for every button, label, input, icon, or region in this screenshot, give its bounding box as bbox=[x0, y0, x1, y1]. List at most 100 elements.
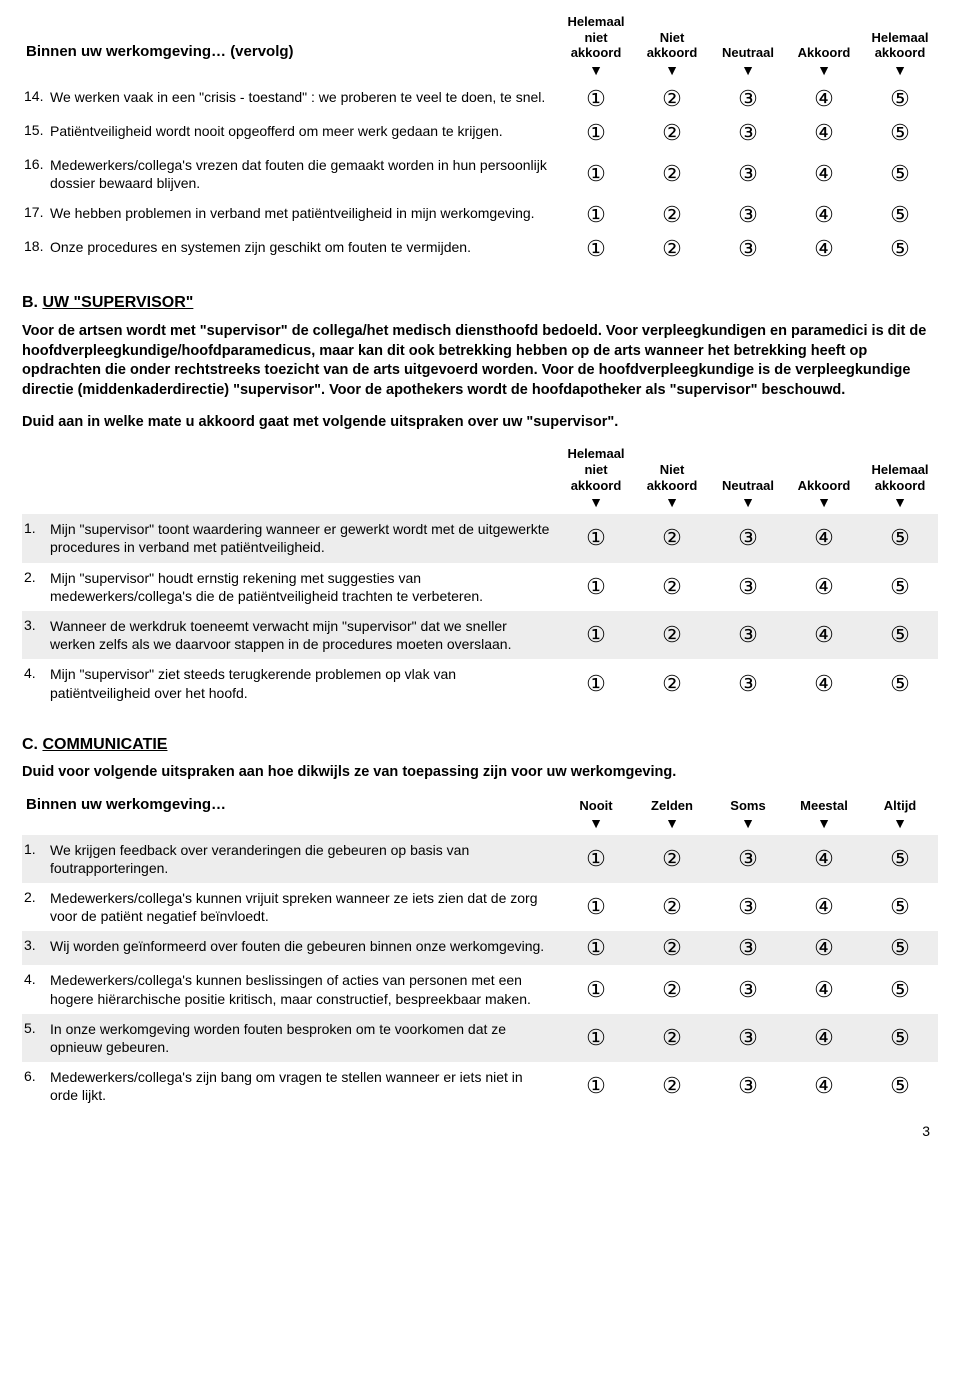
likert-option-2[interactable]: ② bbox=[634, 835, 710, 883]
likert-option-1[interactable]: ① bbox=[558, 931, 634, 965]
item-statement: We hebben problemen in verband met patië… bbox=[50, 198, 558, 232]
likert-option-1[interactable]: ① bbox=[558, 563, 634, 611]
likert-option-2[interactable]: ② bbox=[634, 198, 710, 232]
arrow-icon: ▼ bbox=[862, 61, 938, 82]
likert-option-1[interactable]: ① bbox=[558, 965, 634, 1013]
likert-option-1[interactable]: ① bbox=[558, 883, 634, 931]
likert-option-5[interactable]: ⑤ bbox=[862, 883, 938, 931]
item-number: 16. bbox=[22, 150, 50, 198]
likert-option-1[interactable]: ① bbox=[558, 1014, 634, 1062]
table-row: 1.Mijn "supervisor" toont waardering wan… bbox=[22, 514, 938, 562]
likert-option-3[interactable]: ③ bbox=[710, 883, 786, 931]
item-statement: Medewerkers/collega's vrezen dat fouten … bbox=[50, 150, 558, 198]
likert-option-4[interactable]: ④ bbox=[786, 198, 862, 232]
likert-option-4[interactable]: ④ bbox=[786, 232, 862, 266]
likert-option-4[interactable]: ④ bbox=[786, 150, 862, 198]
likert-option-5[interactable]: ⑤ bbox=[862, 198, 938, 232]
item-number: 1. bbox=[22, 835, 50, 883]
likert-option-2[interactable]: ② bbox=[634, 931, 710, 965]
likert-option-2[interactable]: ② bbox=[634, 659, 710, 707]
likert-option-5[interactable]: ⑤ bbox=[862, 835, 938, 883]
table-row: 3.Wanneer de werkdruk toeneemt verwacht … bbox=[22, 611, 938, 659]
likert-option-2[interactable]: ② bbox=[634, 82, 710, 116]
likert-option-5[interactable]: ⑤ bbox=[862, 659, 938, 707]
likert-option-3[interactable]: ③ bbox=[710, 659, 786, 707]
likert-option-1[interactable]: ① bbox=[558, 198, 634, 232]
likert-option-1[interactable]: ① bbox=[558, 232, 634, 266]
likert-option-2[interactable]: ② bbox=[634, 232, 710, 266]
likert-option-3[interactable]: ③ bbox=[710, 116, 786, 150]
likert-option-4[interactable]: ④ bbox=[786, 1014, 862, 1062]
likert-option-1[interactable]: ① bbox=[558, 1062, 634, 1110]
likert-option-4[interactable]: ④ bbox=[786, 883, 862, 931]
likert-option-5[interactable]: ⑤ bbox=[862, 514, 938, 562]
likert-option-1[interactable]: ① bbox=[558, 82, 634, 116]
likert-option-5[interactable]: ⑤ bbox=[862, 1014, 938, 1062]
likert-option-4[interactable]: ④ bbox=[786, 514, 862, 562]
likert-option-1[interactable]: ① bbox=[558, 150, 634, 198]
likert-option-2[interactable]: ② bbox=[634, 514, 710, 562]
item-number: 3. bbox=[22, 931, 50, 965]
likert-option-3[interactable]: ③ bbox=[710, 965, 786, 1013]
item-statement: We krijgen feedback over veranderingen d… bbox=[50, 835, 558, 883]
item-number: 5. bbox=[22, 1014, 50, 1062]
likert-option-5[interactable]: ⑤ bbox=[862, 1062, 938, 1110]
likert-option-4[interactable]: ④ bbox=[786, 611, 862, 659]
likert-option-3[interactable]: ③ bbox=[710, 198, 786, 232]
likert-option-1[interactable]: ① bbox=[558, 835, 634, 883]
likert-option-5[interactable]: ⑤ bbox=[862, 611, 938, 659]
likert-option-2[interactable]: ② bbox=[634, 1014, 710, 1062]
likert-option-5[interactable]: ⑤ bbox=[862, 931, 938, 965]
col-header: Neutraal bbox=[710, 444, 786, 493]
likert-option-3[interactable]: ③ bbox=[710, 1062, 786, 1110]
section-c-table: Binnen uw werkomgeving… Nooit Zelden Som… bbox=[22, 794, 938, 1111]
likert-option-5[interactable]: ⑤ bbox=[862, 232, 938, 266]
likert-option-3[interactable]: ③ bbox=[710, 150, 786, 198]
table-row: 4.Medewerkers/collega's kunnen beslissin… bbox=[22, 965, 938, 1013]
likert-option-3[interactable]: ③ bbox=[710, 1014, 786, 1062]
likert-option-4[interactable]: ④ bbox=[786, 82, 862, 116]
likert-option-2[interactable]: ② bbox=[634, 965, 710, 1013]
likert-option-4[interactable]: ④ bbox=[786, 835, 862, 883]
arrow-icon: ▼ bbox=[558, 493, 634, 514]
likert-option-5[interactable]: ⑤ bbox=[862, 150, 938, 198]
likert-option-4[interactable]: ④ bbox=[786, 563, 862, 611]
likert-option-2[interactable]: ② bbox=[634, 563, 710, 611]
likert-option-2[interactable]: ② bbox=[634, 883, 710, 931]
item-statement: Onze procedures en systemen zijn geschik… bbox=[50, 232, 558, 266]
likert-option-1[interactable]: ① bbox=[558, 116, 634, 150]
likert-option-4[interactable]: ④ bbox=[786, 1062, 862, 1110]
likert-option-3[interactable]: ③ bbox=[710, 835, 786, 883]
likert-option-1[interactable]: ① bbox=[558, 514, 634, 562]
likert-option-2[interactable]: ② bbox=[634, 150, 710, 198]
table-row: 15.Patiëntveiligheid wordt nooit opgeoff… bbox=[22, 116, 938, 150]
likert-option-4[interactable]: ④ bbox=[786, 116, 862, 150]
likert-option-3[interactable]: ③ bbox=[710, 82, 786, 116]
item-statement: Wanneer de werkdruk toeneemt verwacht mi… bbox=[50, 611, 558, 659]
likert-option-5[interactable]: ⑤ bbox=[862, 965, 938, 1013]
likert-option-1[interactable]: ① bbox=[558, 659, 634, 707]
likert-option-2[interactable]: ② bbox=[634, 611, 710, 659]
section-b-explanation: Voor de artsen wordt met "supervisor" de… bbox=[22, 322, 938, 400]
col-header: Niet akkoord bbox=[634, 12, 710, 61]
likert-option-3[interactable]: ③ bbox=[710, 232, 786, 266]
arrow-icon: ▼ bbox=[786, 493, 862, 514]
likert-option-3[interactable]: ③ bbox=[710, 514, 786, 562]
likert-option-5[interactable]: ⑤ bbox=[862, 563, 938, 611]
item-number: 18. bbox=[22, 232, 50, 266]
likert-option-2[interactable]: ② bbox=[634, 1062, 710, 1110]
likert-option-1[interactable]: ① bbox=[558, 611, 634, 659]
item-number: 15. bbox=[22, 116, 50, 150]
likert-option-5[interactable]: ⑤ bbox=[862, 82, 938, 116]
likert-option-4[interactable]: ④ bbox=[786, 931, 862, 965]
likert-option-3[interactable]: ③ bbox=[710, 611, 786, 659]
table-row: 17.We hebben problemen in verband met pa… bbox=[22, 198, 938, 232]
likert-option-4[interactable]: ④ bbox=[786, 659, 862, 707]
likert-option-3[interactable]: ③ bbox=[710, 931, 786, 965]
likert-option-3[interactable]: ③ bbox=[710, 563, 786, 611]
item-statement: Patiëntveiligheid wordt nooit opgeofferd… bbox=[50, 116, 558, 150]
likert-option-2[interactable]: ② bbox=[634, 116, 710, 150]
arrow-icon: ▼ bbox=[786, 61, 862, 82]
likert-option-5[interactable]: ⑤ bbox=[862, 116, 938, 150]
likert-option-4[interactable]: ④ bbox=[786, 965, 862, 1013]
